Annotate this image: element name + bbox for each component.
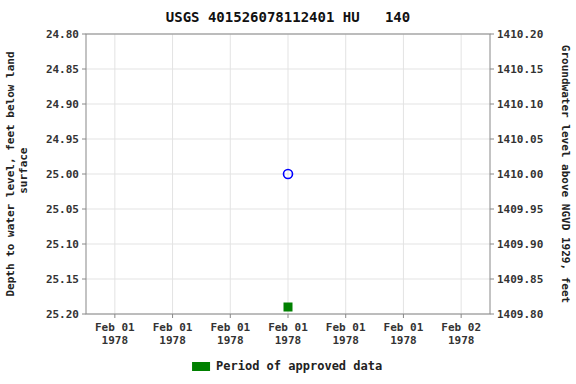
text-line: 1978 <box>102 334 129 347</box>
x-grid-line <box>403 34 404 314</box>
x-grid-line <box>288 34 289 314</box>
x-tick-label: Feb 011978 <box>210 321 250 347</box>
text-line: 1978 <box>159 334 186 347</box>
legend-label: Period of approved data <box>216 359 382 373</box>
y2-tick <box>490 314 494 315</box>
square-marker <box>284 303 292 311</box>
x-tick-label: Feb 011978 <box>384 321 424 347</box>
x-tick-label: Feb 011978 <box>268 321 308 347</box>
x-grid-line <box>461 34 462 314</box>
text-line: Feb 02 <box>441 321 481 334</box>
x-tick <box>288 314 289 318</box>
y-tick <box>82 279 86 280</box>
x-grid-line <box>230 34 231 314</box>
y2-tick-label: 1410.00 <box>497 168 543 181</box>
y-axis-label: Depth to water level, feet below land su… <box>4 51 30 296</box>
y2-tick-label: 1409.85 <box>497 273 543 286</box>
y2-tick <box>490 279 494 280</box>
y-tick <box>82 314 86 315</box>
y-tick-label: 24.95 <box>46 133 79 146</box>
text-line: surface <box>17 147 30 200</box>
y-tick <box>82 139 86 140</box>
y2-tick-label: 1410.15 <box>497 63 543 76</box>
y2-tick <box>490 244 494 245</box>
x-tick <box>461 314 462 318</box>
y2-tick-label: 1410.05 <box>497 133 543 146</box>
y-tick <box>82 209 86 210</box>
series <box>284 303 292 311</box>
marks <box>284 170 293 312</box>
y2-tick <box>490 104 494 105</box>
y2-tick <box>490 209 494 210</box>
y2-tick-label: 1410.10 <box>497 98 543 111</box>
text-line: Feb 01 <box>210 321 250 334</box>
x-tick-label: Feb 011978 <box>153 321 193 347</box>
y2-tick-label: 1410.20 <box>497 28 543 41</box>
text-line: Feb 01 <box>153 321 193 334</box>
x-tick-label: Feb 021978 <box>441 321 481 347</box>
text-line: Depth to water level, feet below land <box>4 51 17 296</box>
circle-marker <box>284 170 293 179</box>
x-tick <box>403 314 404 318</box>
y2-tick-label: 1409.80 <box>497 308 543 321</box>
y-tick-label: 24.90 <box>46 98 79 111</box>
text-line: Feb 01 <box>326 321 366 334</box>
x-tick <box>230 314 231 318</box>
background <box>0 0 576 384</box>
text-line: 1978 <box>217 334 244 347</box>
chart-container: 24.80 24.85 24.90 24.95 25.00 25.05 25.10 25.15… <box>0 0 576 384</box>
x-axis: Feb 011978Feb 011978Feb 011978Feb 011978… <box>95 314 481 347</box>
chart-title: USGS 401526078112401 HU 140 <box>166 9 410 25</box>
legend: Period of approved data <box>192 359 382 373</box>
y-tick-label: 24.80 <box>46 28 79 41</box>
y2-tick <box>490 69 494 70</box>
y-tick-label: 25.20 <box>46 308 79 321</box>
y-tick-label: 25.05 <box>46 203 79 216</box>
x-grid-line <box>114 34 115 314</box>
x-tick-label: Feb 011978 <box>326 321 366 347</box>
x-tick-label: Feb 011978 <box>95 321 135 347</box>
text-line: Feb 01 <box>95 321 135 334</box>
y2-tick <box>490 139 494 140</box>
text-line: 1978 <box>275 334 302 347</box>
y-tick-label: 25.10 <box>46 238 79 251</box>
y-tick-label: 24.85 <box>46 63 79 76</box>
y-tick-label: 25.00 <box>46 168 79 181</box>
x-tick <box>345 314 346 318</box>
text-line: 1978 <box>448 334 475 347</box>
y2-tick-label: 1409.95 <box>497 203 543 216</box>
text-line: 1978 <box>332 334 359 347</box>
y2-axis-label: Groundwater level above NGVD 1929, feet <box>559 45 572 303</box>
y2-tick <box>490 34 494 35</box>
text-line: 1978 <box>390 334 417 347</box>
x-grid-line <box>345 34 346 314</box>
text-line: Feb 01 <box>384 321 424 334</box>
chart-svg: 24.80 24.85 24.90 24.95 25.00 25.05 25.10 25.15… <box>0 0 576 384</box>
series <box>284 170 293 179</box>
y-tick <box>82 34 86 35</box>
y2-tick <box>490 174 494 175</box>
x-tick <box>172 314 173 318</box>
x-grid-line <box>172 34 173 314</box>
legend-swatch <box>192 362 210 371</box>
y2-axis: 1410.20 1410.15 1410.10 1410.05 1410.00 1409.… <box>490 28 543 321</box>
x-tick <box>114 314 115 318</box>
y2-tick-label: 1409.90 <box>497 238 543 251</box>
text-line: Feb 01 <box>268 321 308 334</box>
plot-frame <box>86 34 490 314</box>
y-tick <box>82 174 86 175</box>
y-axis: 24.80 24.85 24.90 24.95 25.00 25.05 25.10 25.15… <box>46 28 86 321</box>
y-tick <box>82 69 86 70</box>
y-tick <box>82 104 86 105</box>
y-tick <box>82 244 86 245</box>
y-tick-label: 25.15 <box>46 273 79 286</box>
grid <box>86 34 490 314</box>
